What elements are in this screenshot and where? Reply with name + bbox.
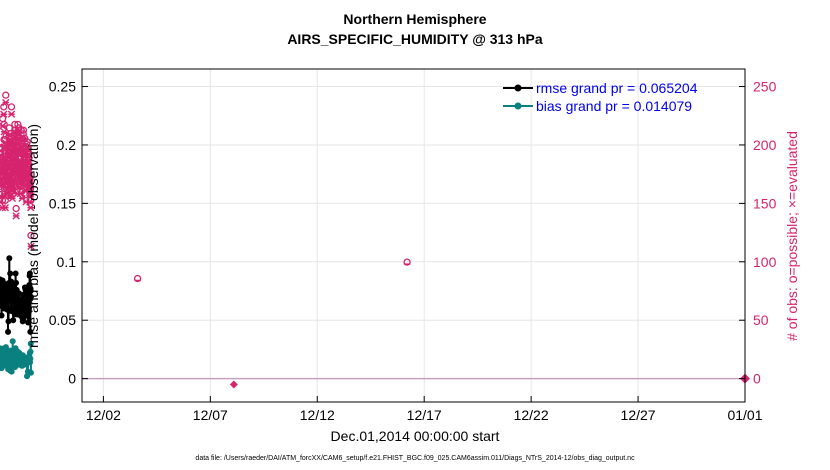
y-tick-label: 0.15: [49, 195, 76, 211]
legend-rmse-label: rmse grand pr = 0.065204: [536, 80, 698, 96]
rmse-point: [27, 328, 34, 335]
rmse-point: [13, 279, 20, 286]
bias-point: [8, 368, 15, 375]
obs-evaluated-point: [27, 242, 35, 250]
obs-count-series: [0, 91, 750, 389]
bias-point: [27, 340, 34, 347]
obs-evaluated-point: [0, 128, 8, 136]
bias-point: [27, 355, 34, 362]
obs-evaluated-point: [16, 189, 25, 198]
x-tick-label: 12/07: [193, 407, 228, 423]
rmse-point: [16, 290, 23, 297]
rmse-point: [7, 270, 14, 277]
legend: rmse grand pr = 0.065204 bias grand pr =…: [503, 80, 698, 114]
obs-evaluated-point: [4, 163, 13, 171]
obs-evaluated-point: [4, 171, 12, 179]
obs-possible-point: [27, 231, 35, 240]
rmse-series: [0, 255, 34, 335]
y2-axis-label: # of obs: o=possible; ×=evaluated: [784, 131, 800, 341]
rmse-point: [12, 270, 19, 277]
rmse-point: [27, 288, 34, 294]
obs-evaluated-point: [5, 131, 13, 139]
y2-tick-label: 100: [753, 254, 777, 270]
y-tick-label: 0: [68, 371, 76, 387]
obs-evaluated-point: [25, 168, 33, 177]
obs-evaluated-point: [0, 110, 8, 118]
rmse-point: [0, 312, 5, 319]
legend-bias-label: bias grand pr = 0.014079: [536, 98, 692, 114]
y2-tick-label: 200: [753, 137, 777, 153]
x-axis-label: Dec.01,2014 00:00:00 start: [331, 428, 500, 444]
x-tick-label: 12/12: [300, 407, 335, 423]
obs-evaluated-point: [7, 110, 16, 118]
plot-frame: [81, 68, 746, 403]
y-tick-label: 0.2: [57, 137, 77, 153]
obs-possible-point: [14, 120, 22, 129]
y2-tick-label: 150: [753, 195, 777, 211]
data-file-footnote: data file: /Users/raeder/DAI/ATM_forcXX/…: [195, 455, 635, 462]
obs-evaluated-point: [1, 204, 10, 212]
grid-lines: [82, 69, 746, 402]
x-tick-label: 12/17: [407, 407, 442, 423]
y-tick-label: 0.05: [49, 312, 76, 328]
obs-evaluated-point: [23, 163, 31, 171]
obs-outlier-point: [403, 258, 411, 266]
x-tick-label: 12/22: [514, 407, 549, 423]
obs-evaluated-point: [2, 98, 10, 107]
y2-tick-label: 0: [753, 371, 761, 387]
obs-evaluated-point: [19, 133, 28, 142]
rmse-point: [5, 328, 12, 335]
y2-tick-label: 50: [753, 312, 769, 328]
obs-evaluated-point: [0, 198, 4, 206]
obs-possible-point: [7, 103, 16, 111]
x-tick-label: 12/02: [86, 407, 121, 423]
y-tick-label: 0.1: [57, 254, 77, 270]
rmse-point: [2, 296, 9, 303]
obs-low-marker: [229, 380, 238, 389]
legend-rmse-marker: [514, 84, 522, 92]
obs-evaluated-point: [24, 151, 32, 159]
x-tick-label: 01/01: [727, 407, 762, 423]
rmse-point: [10, 317, 17, 324]
bias-point: [24, 373, 31, 380]
rmse-point: [6, 255, 13, 262]
obs-evaluated-point: [8, 151, 16, 159]
chart-subtitle: AIRS_SPECIFIC_HUMIDITY @ 313 hPa: [287, 31, 543, 47]
obs-evaluated-point: [26, 198, 34, 206]
rmse-point: [26, 270, 33, 277]
bias-point: [2, 344, 9, 351]
obs-evaluated-point: [21, 142, 29, 150]
y2-tick-label: 250: [753, 79, 777, 95]
obs-evaluated-point: [23, 145, 31, 153]
obs-possible-point: [2, 91, 10, 99]
y-axis-right: 0 50 100 150 200 250: [739, 79, 777, 387]
obs-evaluated-point: [0, 122, 7, 130]
obs-evaluated-point: [25, 157, 33, 165]
rmse-point: [27, 293, 34, 300]
obs-evaluated-point: [10, 154, 19, 163]
obs-possible-point: [19, 126, 28, 134]
rmse-point: [26, 305, 33, 312]
obs-evaluated-point: [26, 182, 34, 191]
x-axis: 12/02 12/07 12/12 12/17 12/22 12/27 01/01: [86, 396, 763, 423]
obs-possible-point: [5, 124, 13, 132]
bias-point: [27, 369, 34, 376]
obs-outlier-point: [133, 274, 142, 283]
rmse-point: [25, 319, 32, 326]
x-tick-label: 12/27: [621, 407, 656, 423]
bias-point: [27, 348, 34, 355]
y-axis-label: rmse and bias (model - observation): [25, 124, 41, 348]
obs-evaluated-point: [26, 192, 35, 200]
legend-bias-marker: [514, 102, 522, 110]
chart-title: Northern Hemisphere: [343, 11, 486, 27]
y-tick-label: 0.25: [49, 79, 76, 95]
obs-possible-point: [12, 204, 20, 213]
rmse-point: [5, 318, 12, 325]
y-axis-left: 0 0.05 0.1 0.15 0.2 0.25: [49, 79, 88, 387]
bias-point: [9, 338, 16, 345]
obs-evaluated-point: [12, 212, 20, 220]
obs-evaluated-point: [27, 204, 35, 212]
bias-series: [0, 338, 34, 380]
